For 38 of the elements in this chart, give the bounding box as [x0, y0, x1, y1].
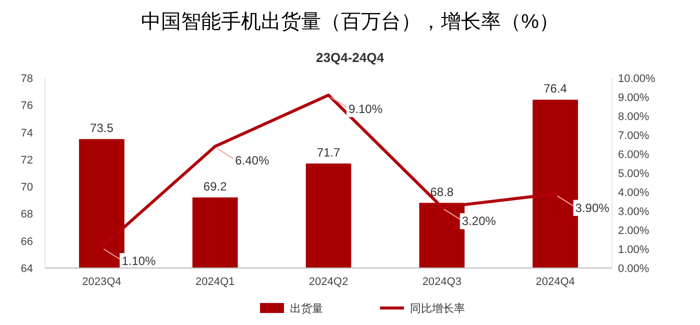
data-label: 76.4 — [544, 82, 568, 96]
legend-label: 同比增长率 — [410, 302, 465, 315]
y-tick-label: 64 — [20, 263, 33, 275]
data-label: 9.10% — [348, 102, 383, 116]
data-label: 69.2 — [203, 179, 228, 194]
data-label: 3.90% — [575, 200, 610, 215]
y2-tick-label: 2.00% — [618, 225, 650, 237]
y2-tick-label: 3.00% — [618, 206, 650, 218]
data-label: 3.20% — [462, 214, 496, 228]
y2-tick-label: 6.00% — [618, 149, 650, 161]
y2-tick-label: 5.00% — [618, 168, 650, 180]
x-tick-label: 2023Q4 — [82, 276, 122, 288]
y2-tick-label: 10.00% — [618, 73, 656, 85]
chart-subtitle: 23Q4-24Q4 — [316, 50, 385, 65]
y-tick-label: 66 — [20, 236, 33, 248]
y2-tick-label: 8.00% — [618, 111, 650, 123]
data-label: 68.8 — [430, 184, 454, 199]
x-tick-label: 2024Q4 — [536, 276, 575, 288]
y-tick-label: 74 — [20, 127, 33, 140]
y2-tick-label: 9.00% — [618, 92, 650, 104]
x-tick-label: 2024Q1 — [196, 276, 235, 288]
y-tick-label: 70 — [20, 182, 33, 194]
data-label: 1.10% — [122, 254, 156, 268]
data-label: 71.7 — [316, 146, 340, 160]
y2-tick-label: 7.00% — [618, 130, 650, 142]
y-tick-label: 72 — [20, 154, 33, 166]
chart-title: 中国智能手机出货量（百万台），增长率（%） — [141, 11, 559, 33]
legend-label: 出货量 — [290, 302, 323, 315]
y-tick-label: 68 — [20, 208, 33, 221]
y2-tick-label: 0.00% — [618, 263, 650, 275]
y-tick-label: 76 — [20, 100, 33, 112]
y-tick-label: 78 — [20, 73, 33, 85]
x-tick-label: 2024Q2 — [308, 276, 348, 288]
x-tick-label: 2024Q3 — [422, 276, 462, 288]
y2-tick-label: 1.00% — [618, 244, 650, 256]
data-label: 73.5 — [90, 121, 114, 136]
y2-tick-label: 4.00% — [618, 187, 650, 199]
data-label: 6.40% — [235, 153, 270, 168]
